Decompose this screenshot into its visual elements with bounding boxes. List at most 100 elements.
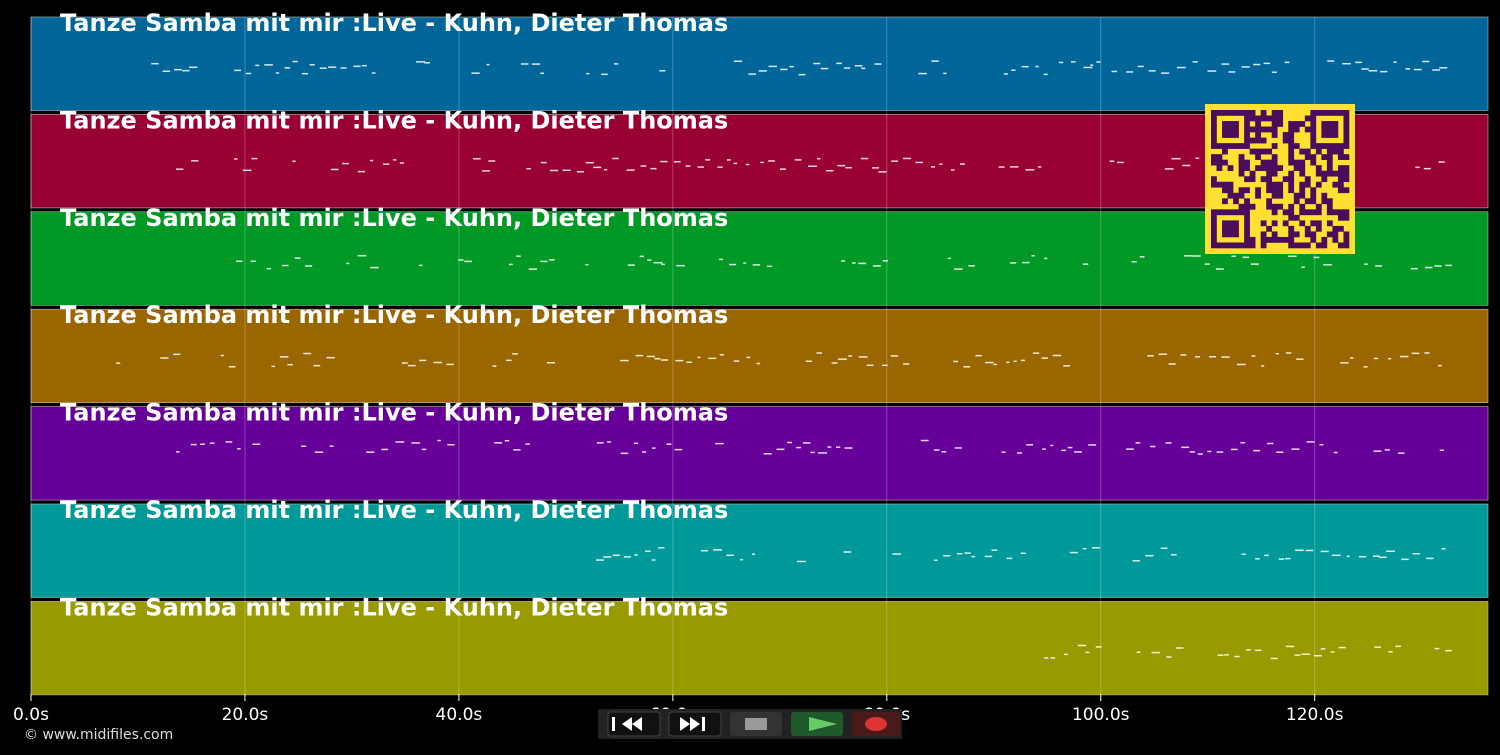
qr-module bbox=[1238, 242, 1245, 249]
qr-module bbox=[1222, 187, 1228, 194]
note bbox=[993, 363, 997, 366]
note bbox=[228, 365, 236, 368]
note bbox=[1183, 255, 1193, 257]
qr-module bbox=[1233, 192, 1239, 199]
qr-module bbox=[1315, 170, 1322, 177]
qr-module bbox=[1337, 165, 1344, 172]
note bbox=[882, 364, 888, 367]
qr-module bbox=[1277, 110, 1284, 116]
qr-module bbox=[1337, 154, 1344, 160]
forward-button[interactable] bbox=[668, 711, 722, 737]
note bbox=[1231, 255, 1237, 258]
note bbox=[612, 157, 619, 160]
note bbox=[488, 160, 496, 162]
note bbox=[473, 158, 481, 160]
note bbox=[309, 63, 315, 66]
note bbox=[733, 360, 740, 362]
note bbox=[1077, 644, 1087, 647]
note bbox=[234, 158, 238, 160]
note bbox=[776, 448, 785, 451]
note bbox=[188, 66, 198, 69]
note bbox=[366, 451, 375, 453]
note bbox=[620, 452, 629, 455]
qr-module bbox=[1271, 143, 1278, 149]
qr-module bbox=[1255, 121, 1261, 127]
record-button[interactable] bbox=[852, 712, 900, 736]
play-icon[interactable] bbox=[809, 717, 837, 731]
qr-module bbox=[1211, 242, 1217, 249]
rewind-icon[interactable] bbox=[612, 717, 642, 731]
play-button[interactable] bbox=[791, 712, 843, 736]
note bbox=[392, 159, 397, 161]
qr-module bbox=[1244, 143, 1250, 149]
qr-module bbox=[1211, 176, 1217, 183]
qr-module bbox=[1227, 220, 1234, 227]
note bbox=[1241, 553, 1246, 555]
stop-icon[interactable] bbox=[745, 718, 767, 730]
record-icon[interactable] bbox=[865, 717, 887, 731]
note bbox=[1410, 267, 1418, 270]
note bbox=[531, 63, 541, 65]
note bbox=[1035, 65, 1039, 68]
note bbox=[596, 559, 604, 561]
note bbox=[1361, 68, 1369, 70]
qr-module bbox=[1260, 220, 1267, 227]
qr-module bbox=[1271, 181, 1278, 188]
qr-module bbox=[1332, 110, 1339, 116]
note bbox=[796, 560, 806, 563]
note bbox=[1041, 357, 1049, 359]
note bbox=[860, 157, 869, 160]
note bbox=[1245, 649, 1251, 651]
qr-module bbox=[1238, 143, 1245, 149]
qr-module bbox=[1255, 165, 1261, 172]
note bbox=[794, 159, 802, 161]
qr-module bbox=[1337, 110, 1344, 116]
qr-module bbox=[1249, 170, 1256, 177]
qr-module bbox=[1271, 121, 1278, 127]
note bbox=[1022, 261, 1030, 264]
note bbox=[1176, 66, 1186, 69]
qr-module bbox=[1277, 187, 1284, 194]
note bbox=[768, 65, 777, 68]
track-band bbox=[30, 16, 1489, 111]
note bbox=[697, 166, 704, 168]
note bbox=[252, 443, 261, 445]
note bbox=[845, 166, 852, 169]
qr-module bbox=[1260, 242, 1267, 249]
qr-module bbox=[1343, 165, 1350, 172]
note bbox=[329, 445, 334, 447]
qr-module bbox=[1332, 209, 1339, 216]
qr-module bbox=[1304, 209, 1311, 216]
qr-module bbox=[1326, 220, 1333, 227]
note bbox=[607, 441, 612, 443]
note bbox=[751, 553, 756, 555]
note bbox=[1165, 442, 1172, 444]
x-tick-label: 20.0s bbox=[222, 705, 269, 725]
note bbox=[1445, 649, 1452, 652]
note bbox=[641, 451, 647, 453]
note bbox=[956, 553, 963, 555]
qr-module bbox=[1288, 231, 1295, 238]
note bbox=[1221, 63, 1230, 65]
note bbox=[301, 72, 308, 75]
note bbox=[1434, 647, 1440, 650]
rewind-button[interactable] bbox=[607, 711, 661, 737]
qr-module bbox=[1227, 121, 1234, 127]
qr-module bbox=[1271, 209, 1278, 216]
qr-module bbox=[1288, 181, 1295, 188]
note bbox=[1254, 649, 1262, 652]
qr-module bbox=[1304, 225, 1311, 232]
note bbox=[902, 157, 912, 160]
note bbox=[1025, 169, 1035, 171]
note bbox=[1275, 352, 1279, 355]
note bbox=[549, 259, 555, 261]
qr-module bbox=[1299, 192, 1306, 199]
note bbox=[540, 161, 547, 164]
note bbox=[1250, 263, 1259, 265]
forward-icon[interactable] bbox=[680, 717, 705, 731]
note bbox=[1117, 161, 1124, 164]
stop-button[interactable] bbox=[730, 712, 782, 736]
note bbox=[697, 356, 701, 359]
qr-module bbox=[1271, 192, 1278, 199]
qr-module bbox=[1238, 192, 1245, 199]
